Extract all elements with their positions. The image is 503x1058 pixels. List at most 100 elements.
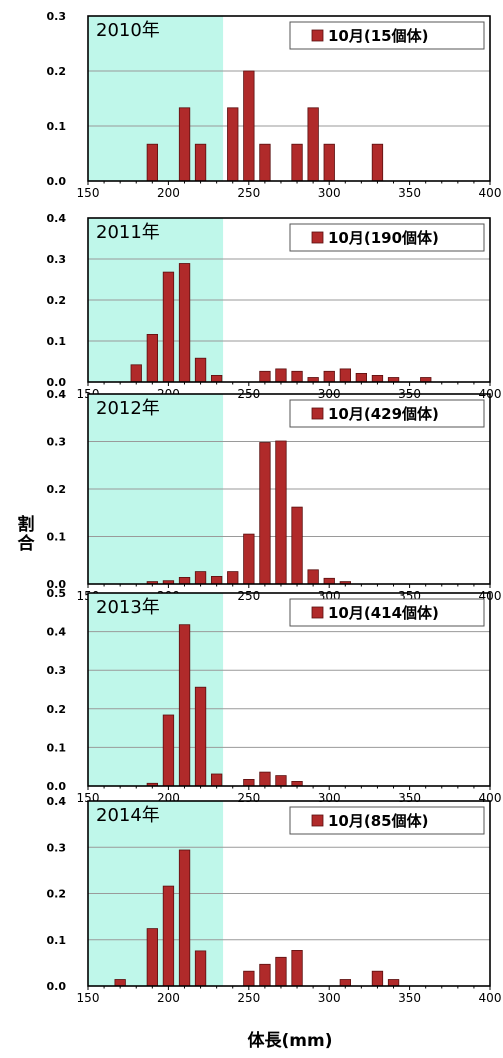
y-tick-label: 0.0: [47, 578, 67, 591]
y-tick-label: 0.0: [47, 780, 67, 793]
y-tick-label: 0.3: [47, 436, 67, 449]
y-tick-label: 0.1: [47, 531, 67, 544]
bar: [227, 107, 239, 182]
y-tick-label: 0.4: [47, 626, 67, 639]
legend-swatch: [311, 814, 324, 827]
bar: [291, 143, 303, 182]
bar: [194, 686, 207, 787]
y-tick-label: 0.2: [47, 483, 67, 496]
y-tick-label: 0.4: [47, 212, 67, 225]
bar: [275, 440, 287, 585]
x-tick-label: 350: [398, 991, 421, 1005]
bar: [243, 70, 255, 182]
panel-year-label: 2010年: [96, 20, 160, 41]
bar: [194, 571, 207, 585]
y-tick-label: 0.1: [47, 934, 67, 947]
bar: [194, 950, 207, 987]
bar: [291, 506, 303, 585]
bar: [339, 979, 352, 987]
panel-year-label: 2011年: [96, 222, 160, 243]
x-tick-label: 400: [479, 186, 502, 200]
legend-label: 10月(190個体): [328, 229, 439, 247]
plot-frame: [87, 217, 491, 383]
plot-frame: [87, 393, 491, 585]
y-tick-label: 0.5: [47, 587, 67, 600]
y-tick-label: 0.1: [47, 741, 67, 754]
bar: [178, 849, 191, 987]
bar: [243, 970, 255, 987]
bar: [210, 773, 223, 787]
x-tick-label: 200: [157, 186, 180, 200]
panel-2011: 0.00.10.20.30.41502002503003504002011年10…: [47, 212, 502, 401]
bar: [146, 143, 159, 182]
bar: [146, 333, 159, 383]
legend-swatch: [311, 231, 324, 244]
x-tick-label: 350: [398, 791, 421, 805]
x-tick-label: 150: [77, 991, 100, 1005]
x-axis-label: 体長(mm): [248, 1030, 333, 1051]
legend-swatch: [311, 407, 324, 420]
bar: [275, 368, 287, 383]
legend-swatch: [311, 29, 324, 42]
y-tick-label: 0.3: [47, 253, 67, 266]
bar: [323, 143, 335, 182]
bar: [243, 533, 255, 585]
y-tick-label: 0.4: [47, 795, 67, 808]
bar: [162, 714, 175, 787]
x-tick-label: 250: [237, 991, 260, 1005]
bar: [194, 357, 207, 383]
y-tick-label: 0.2: [47, 294, 67, 307]
bar: [210, 374, 223, 383]
bar: [259, 963, 271, 987]
y-tick-label: 0.0: [47, 175, 67, 188]
legend-label: 10月(414個体): [328, 604, 439, 622]
x-tick-label: 250: [237, 186, 260, 200]
bar: [371, 970, 384, 987]
bar: [178, 263, 191, 383]
legend-swatch: [311, 606, 324, 619]
bar: [259, 143, 271, 182]
bar: [307, 107, 319, 182]
legend-box: [289, 399, 485, 428]
bar: [146, 928, 159, 987]
bar: [259, 442, 271, 585]
x-tick-label: 300: [318, 186, 341, 200]
panel-2012: 0.00.10.20.30.41502002503003504002012年10…: [47, 388, 502, 603]
y-tick-label: 0.1: [47, 120, 67, 133]
bar: [355, 372, 368, 383]
bar: [291, 950, 303, 987]
x-tick-label: 400: [479, 991, 502, 1005]
y-tick-label: 0.1: [47, 335, 67, 348]
y-tick-label: 0.2: [47, 65, 67, 78]
bar: [323, 370, 335, 383]
plot-frame: [87, 800, 491, 987]
y-tick-label: 0.2: [47, 703, 67, 716]
bar: [243, 779, 255, 787]
bar: [307, 569, 319, 585]
bar: [227, 571, 239, 585]
y-tick-label: 0.0: [47, 376, 67, 389]
bar: [162, 271, 175, 383]
x-tick-label: 250: [237, 791, 260, 805]
bar: [259, 771, 271, 787]
panel-2014: 0.0 0.1 0.2 0.3 0.4 150 200 250 300 350 400 2014年 10…: [47, 795, 502, 1005]
bar: [162, 885, 175, 987]
bar: [130, 364, 142, 383]
bar: [275, 775, 287, 787]
x-tick-label: 300: [318, 991, 341, 1005]
x-tick-label: 350: [398, 186, 421, 200]
bar: [371, 374, 384, 383]
bar: [178, 624, 191, 787]
y-tick-label: 0.3: [47, 841, 67, 854]
bar: [178, 107, 191, 182]
x-tick-label: 150: [77, 186, 100, 200]
plot-frame: [87, 15, 491, 182]
bar: [371, 143, 384, 182]
bar: [259, 370, 271, 383]
bar: [387, 979, 400, 987]
legend-label: 10月(429個体): [328, 405, 439, 423]
plot-frame: [87, 592, 491, 787]
bar: [178, 577, 191, 585]
bar: [323, 577, 335, 585]
